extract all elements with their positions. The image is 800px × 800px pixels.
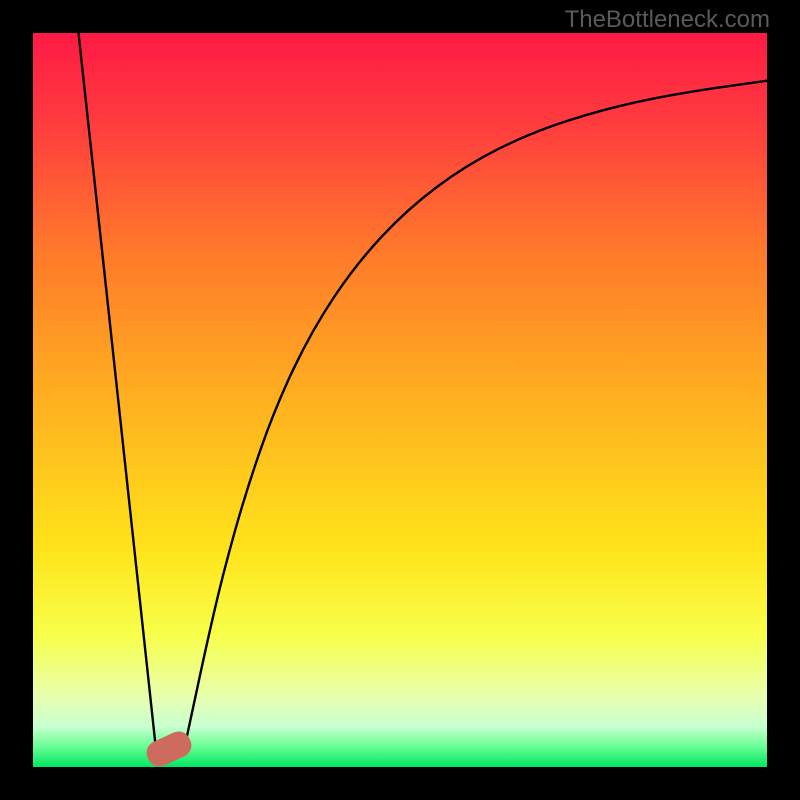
plot-area [33, 33, 767, 767]
bottleneck-curve-svg [33, 33, 767, 767]
right-ascending-curve [183, 81, 767, 753]
watermark-text: TheBottleneck.com [565, 6, 770, 34]
left-descending-line [79, 33, 157, 752]
chart-container: TheBottleneck.com [0, 0, 800, 800]
